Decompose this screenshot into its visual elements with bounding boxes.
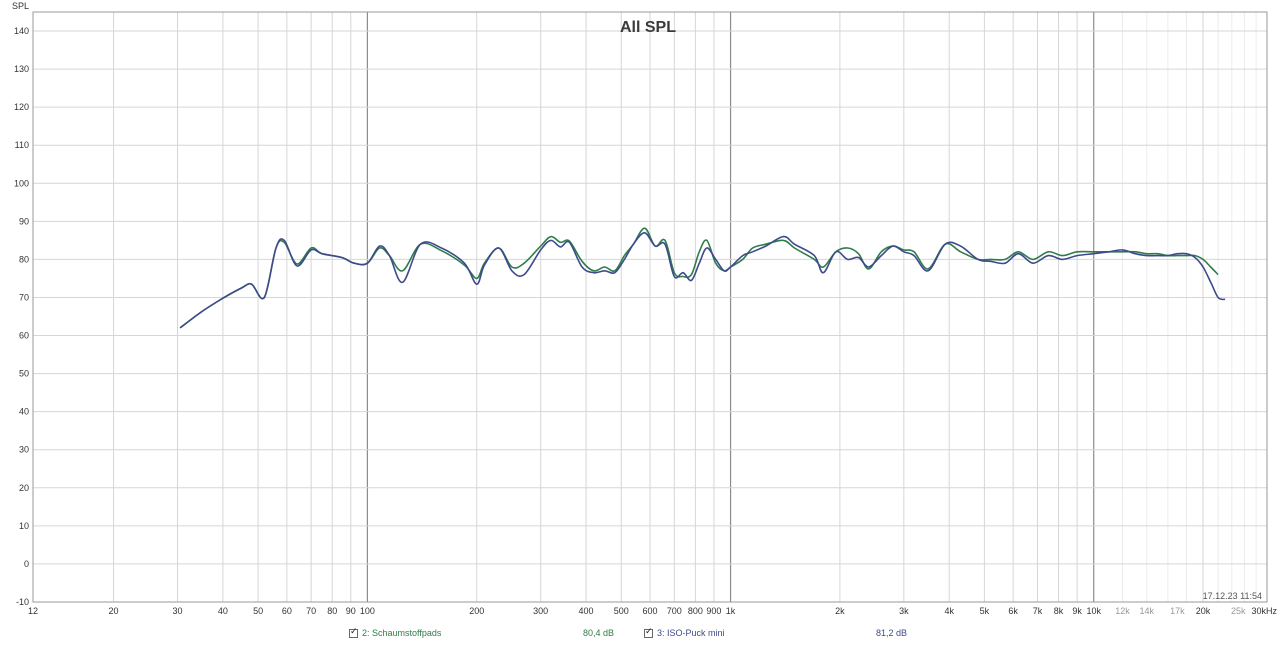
x-tick-label: 20k: [1196, 606, 1211, 616]
y-tick-label: 140: [14, 26, 29, 36]
x-tick-label: 80: [327, 606, 337, 616]
x-tick-label: 200: [469, 606, 484, 616]
legend-item-iso-puck[interactable]: 3: ISO-Puck mini: [644, 627, 725, 638]
x-tick-label: 70: [306, 606, 316, 616]
x-tick-label: 50: [253, 606, 263, 616]
x-tick-label: 100: [360, 606, 375, 616]
x-tick-label: 8k: [1054, 606, 1064, 616]
x-tick-label: 14k: [1140, 606, 1155, 616]
legend-value: 80,4 dB: [583, 628, 615, 638]
y-tick-label: 50: [19, 369, 29, 379]
chart-title: All SPL: [620, 19, 676, 36]
x-tick-label: 10k: [1086, 606, 1101, 616]
x-tick-label: 300: [533, 606, 548, 616]
x-tick-label: 900: [706, 606, 721, 616]
x-tick-label: 60: [282, 606, 292, 616]
legend-value: 81,2 dB: [876, 628, 908, 638]
y-tick-label: 90: [19, 216, 29, 226]
y-tick-label: 80: [19, 254, 29, 264]
x-tick-label: 30kHz: [1251, 606, 1277, 616]
y-tick-label: 10: [19, 521, 29, 531]
grid-lines: [33, 12, 1268, 603]
x-tick-label: 12k: [1115, 606, 1130, 616]
y-tick-label: 130: [14, 64, 29, 74]
y-tick-label: 110: [15, 140, 29, 150]
x-tick-label: 40: [218, 606, 228, 616]
y-tick-label: 60: [19, 331, 29, 341]
x-tick-label: 90: [346, 606, 356, 616]
series-lines: [179, 227, 1226, 329]
x-tick-label: 9k: [1072, 606, 1082, 616]
y-tick-label: 20: [19, 483, 29, 493]
y-tick-labels: -10 0 10 20 30 40 50 60 70 80 90 100 110 120 130 140: [14, 26, 29, 607]
y-tick-label: 120: [14, 102, 29, 112]
legend-label: 2: Schaumstoffpads: [362, 628, 442, 638]
x-tick-label: 7k: [1033, 606, 1043, 616]
x-tick-label: 6k: [1008, 606, 1018, 616]
legend-value-schaumstoffpads: 80,4 dB: [583, 628, 614, 638]
x-tick-label: 20: [109, 606, 119, 616]
x-tick-label: 600: [642, 606, 657, 616]
legend-value-iso-puck: 81,2 dB: [876, 628, 907, 638]
x-tick-label: 5k: [980, 606, 990, 616]
y-tick-label: 70: [19, 292, 29, 302]
x-tick-label: 1k: [726, 606, 736, 616]
legend-item-schaumstoffpads[interactable]: 2: Schaumstoffpads: [349, 627, 442, 638]
legend-label: 3: ISO-Puck mini: [657, 628, 725, 638]
checkbox-icon[interactable]: [349, 627, 358, 638]
x-tick-label: 500: [614, 606, 629, 616]
plot-frame: [32, 11, 1268, 603]
y-tick-label: -10: [16, 597, 29, 607]
series-line-schaumstoffpads: [179, 227, 1219, 329]
x-tick-label: 25k: [1231, 606, 1246, 616]
timestamp: 17.12.23 11:54: [1203, 591, 1262, 601]
series-line-iso-puck-mini: [179, 232, 1226, 329]
y-axis-label: SPL: [12, 1, 29, 11]
y-tick-label: 100: [14, 178, 29, 188]
x-tick-label: 30: [173, 606, 183, 616]
x-tick-label: 2k: [835, 606, 845, 616]
x-tick-label: 800: [688, 606, 703, 616]
x-tick-label: 4k: [944, 606, 954, 616]
x-tick-label: 17k: [1170, 606, 1185, 616]
y-tick-label: 0: [24, 559, 29, 569]
x-tick-labels: 12 20 30 40 50 60 70 80 90 100 200 300 400 500 600 700 8…: [28, 606, 1278, 616]
y-tick-label: 40: [19, 407, 29, 417]
checkbox-icon[interactable]: [644, 627, 653, 638]
x-tick-label: 700: [667, 606, 682, 616]
x-tick-label: 400: [579, 606, 594, 616]
x-tick-label: 12: [28, 606, 38, 616]
x-tick-label: 3k: [899, 606, 909, 616]
y-tick-label: 30: [19, 445, 29, 455]
